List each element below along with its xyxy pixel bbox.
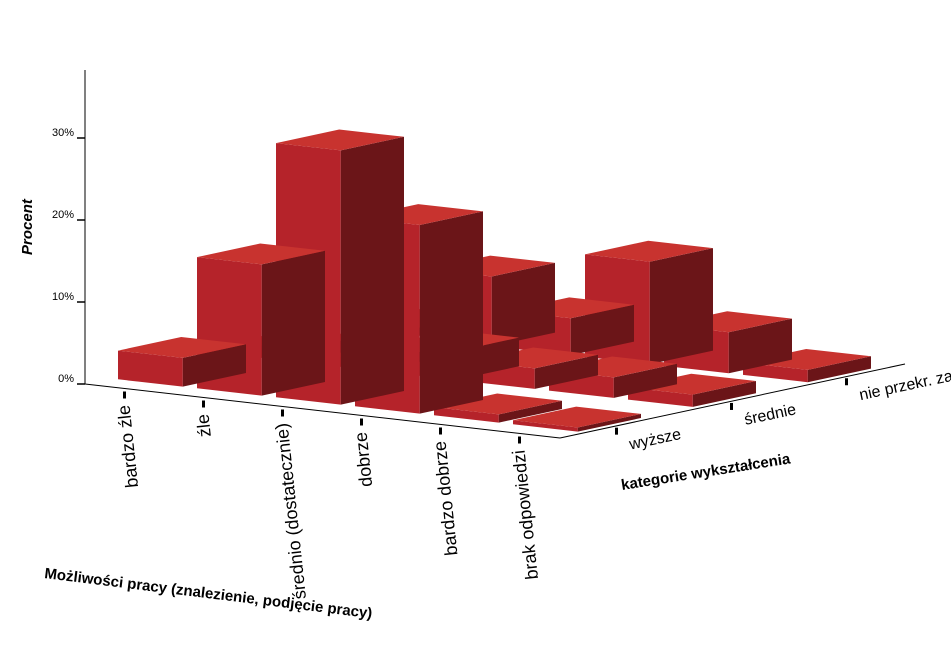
bar-side-face: [649, 248, 713, 365]
bar-side-face: [261, 250, 325, 396]
bar-top-face: [118, 337, 246, 358]
x-ticks: bardzo źle źle średnio (dostatecznie) dobrz…: [114, 391, 542, 600]
x-tick: [518, 436, 521, 444]
depth-tick-label: nie przekr. zawodowego: [858, 352, 951, 404]
bar: [513, 406, 641, 432]
y-tick-label: 30%: [52, 127, 74, 139]
x-tick: [360, 418, 363, 426]
bar-front-face: [513, 420, 578, 432]
bar-side-face: [534, 354, 598, 389]
y-tick-label: 20%: [52, 209, 74, 221]
bar-side-face: [498, 400, 562, 423]
y-tick-label: 10%: [52, 291, 74, 303]
bar-front-face: [743, 362, 808, 383]
bar-side-face: [419, 211, 483, 414]
bar: [118, 337, 246, 387]
bars: [118, 129, 871, 432]
depth-tick: [730, 402, 733, 410]
bar-side-face: [182, 344, 246, 387]
bar-side-face: [577, 413, 641, 432]
bar: [628, 373, 756, 407]
depth-tick-label: wyższe: [627, 426, 683, 454]
bar-side-face: [807, 356, 871, 383]
x-tick: [123, 391, 126, 399]
bar: [743, 349, 871, 383]
bar-top-face: [197, 243, 325, 265]
y-tick-label: 0%: [58, 373, 74, 385]
x-axis-line: [84, 383, 561, 439]
depth-tick: [845, 378, 848, 386]
x-tick-label: bardzo źle: [114, 404, 143, 489]
x-tick: [439, 427, 442, 435]
depth-axis-line: [559, 363, 906, 439]
x-tick-label: dobrze: [351, 431, 377, 488]
bar-top-face: [513, 406, 641, 428]
bar-side-face: [692, 381, 756, 407]
bar: [434, 393, 562, 423]
x-axis-title: Możliwości pracy (znalezienie, podjęcie …: [44, 565, 374, 622]
depth-tick: [615, 427, 618, 435]
bar-side-face: [570, 304, 634, 356]
y-axis-title: Procent: [19, 198, 36, 255]
x-tick-label: źle: [193, 413, 215, 438]
bar-front-face: [118, 350, 183, 387]
x-tick-label: bardzo dobrze: [430, 440, 462, 557]
bar-side-face: [613, 363, 677, 398]
bar-front-face: [628, 387, 693, 407]
bar-front-face: [434, 407, 499, 423]
bar-side-face: [340, 136, 404, 405]
bar-top-face: [628, 373, 756, 395]
bar-top-face: [743, 349, 871, 370]
bar-top-face: [276, 129, 404, 151]
bar-top-face: [434, 393, 562, 415]
y-ticks: 0% 10% 20% 30%: [52, 127, 85, 385]
x-tick: [202, 400, 205, 408]
x-tick-label: średnio (dostatecznie): [272, 422, 310, 600]
bar-side-face: [728, 318, 792, 374]
bar-side-face: [491, 262, 555, 347]
bar-top-face: [585, 240, 713, 262]
depth-tick-label: średnie: [743, 401, 798, 429]
x-tick-label: brak odpowiedzi: [509, 449, 542, 580]
x-tick: [281, 409, 284, 417]
depth-axis-title: kategorie wykształcenia: [620, 450, 792, 494]
